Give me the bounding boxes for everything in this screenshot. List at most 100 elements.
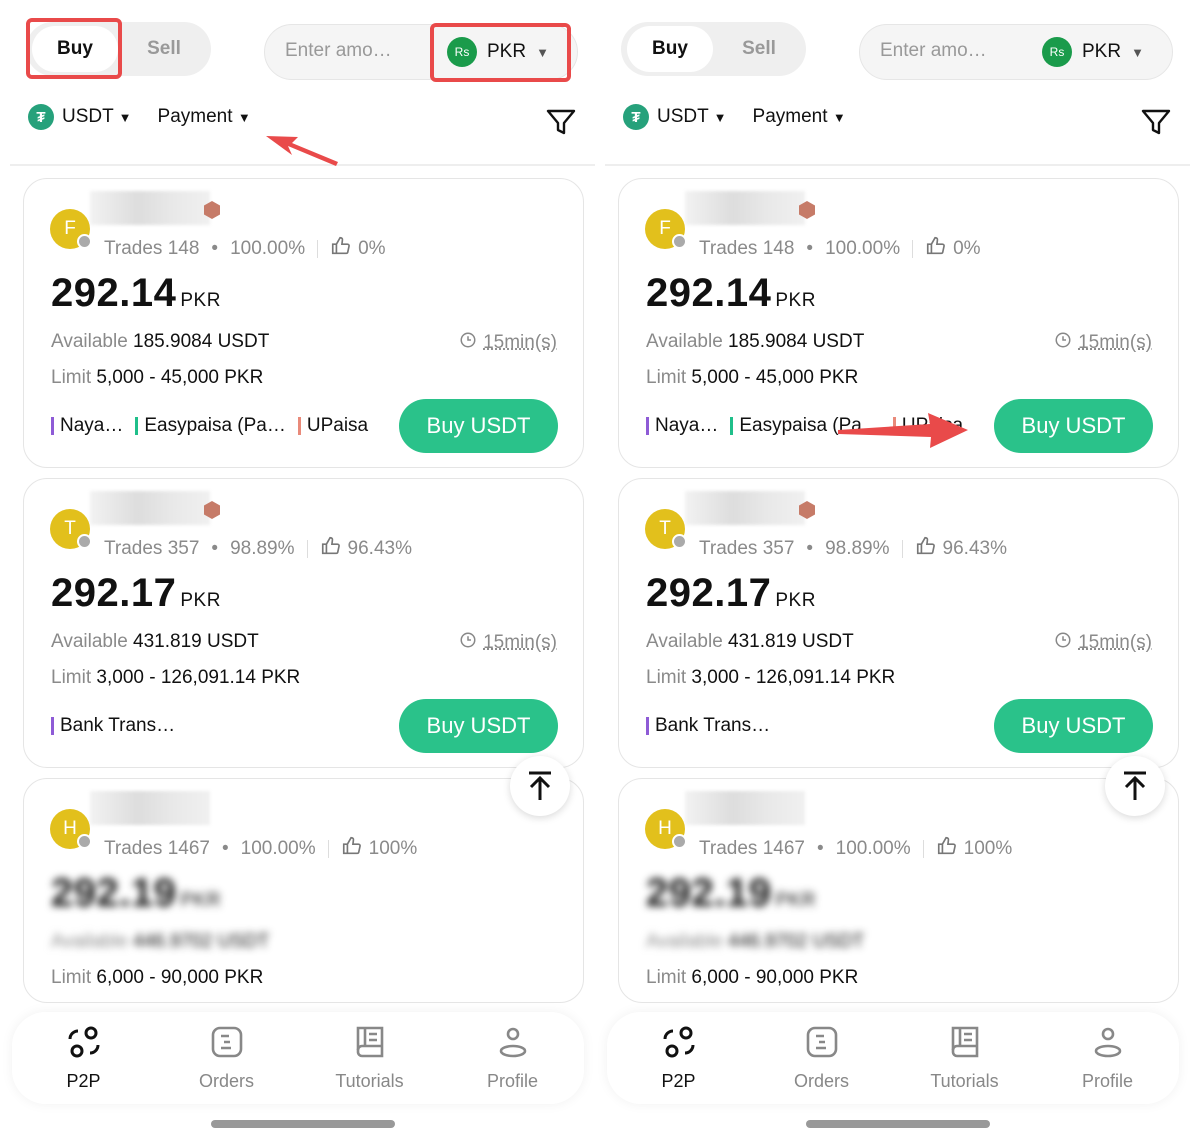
buy-usdt-button[interactable]: Buy USDT (994, 699, 1153, 753)
nav-tutorials[interactable]: Tutorials (915, 1024, 1015, 1092)
limit: Limit 5,000 - 45,000 PKR (646, 367, 859, 388)
ad-card[interactable]: F Trades 148 • 100.00% 0% 292.14 PKR Availab… (23, 178, 584, 468)
price: 292.14 PKR (646, 271, 816, 315)
limit: Limit 3,000 - 126,091.14 PKR (51, 667, 301, 688)
tether-icon: ₮ (28, 104, 54, 130)
avatar: T (50, 509, 92, 549)
caret-down-icon: ▼ (536, 44, 549, 60)
payment-methods: Bank Trans… (51, 715, 376, 737)
merchant-name-redacted (90, 191, 210, 225)
ad-card[interactable]: H Trades 1467 • 100.00% 100% 292.19 PKR Avai… (23, 778, 584, 1003)
sell-tab[interactable]: Sell (742, 38, 776, 59)
available: Available 446.9702 USDT (646, 931, 865, 952)
payment-label: Bank Trans… (60, 715, 176, 736)
merchant-badge-icon (799, 201, 815, 219)
filter-icon[interactable] (1141, 108, 1171, 136)
price: 292.17 PKR (51, 571, 221, 615)
rupee-icon: Rs (447, 37, 477, 67)
payment-time: 15min(s) (459, 631, 557, 655)
payment-label: Bank Trans… (655, 715, 771, 736)
amount-input[interactable] (880, 35, 1030, 69)
merchant-stats: Trades 357 • 98.89% 96.43% (699, 535, 1007, 563)
tutorials-icon (352, 1024, 388, 1065)
payment-color-bar (646, 717, 649, 735)
available: Available 431.819 USDT (646, 631, 854, 652)
buy-usdt-button[interactable]: Buy USDT (399, 399, 558, 453)
divider (605, 164, 1190, 166)
avatar: F (50, 209, 92, 249)
merchant-name-redacted (685, 191, 805, 225)
buy-usdt-button[interactable]: Buy USDT (994, 399, 1153, 453)
payment-time: 15min(s) (1054, 631, 1152, 655)
merchant-name-redacted (685, 491, 805, 525)
ad-card[interactable]: T Trades 357 • 98.89% 96.43% 292.17 PKR Avai… (23, 478, 584, 768)
merchant-stats: Trades 1467 • 100.00% 100% (699, 835, 1012, 863)
payment-label: Naya… (60, 415, 124, 436)
p2p-icon (661, 1024, 697, 1065)
buy-sell-toggle: Buy Sell (621, 22, 806, 76)
amount-input[interactable] (285, 35, 435, 69)
sell-tab[interactable]: Sell (147, 38, 181, 59)
clock-icon (459, 331, 477, 355)
price: 292.14 PKR (51, 271, 221, 315)
buy-tab[interactable]: Buy (32, 26, 118, 72)
crypto-dropdown[interactable]: USDT ▼ (62, 106, 132, 127)
thumbs-up-icon (330, 235, 352, 263)
merchant-stats: Trades 148 • 100.00% 0% (104, 235, 386, 263)
home-indicator[interactable] (806, 1120, 990, 1128)
payment-method: UPaisa (297, 415, 368, 437)
tether-icon: ₮ (623, 104, 649, 130)
orders-icon (209, 1024, 245, 1065)
currency-selector[interactable]: Rs PKR ▼ (1042, 37, 1144, 67)
phone-screen: Buy Sell Enter amo… Rs PKR ▼ ₮ USDT ▼ Paym… (595, 0, 1190, 1146)
limit: Limit 3,000 - 126,091.14 PKR (646, 667, 896, 688)
payment-color-bar (51, 417, 54, 435)
currency-selector[interactable]: Rs PKR ▼ (447, 37, 549, 67)
available: Available 431.819 USDT (51, 631, 259, 652)
clock-icon (459, 631, 477, 655)
scroll-to-top-button[interactable] (1105, 756, 1165, 816)
nav-orders[interactable]: Orders (772, 1024, 872, 1092)
payment-methods: Naya… Easypaisa (Pa… UPaisa (51, 415, 376, 437)
thumbs-up-icon (320, 535, 342, 563)
ad-card[interactable]: F Trades 148 • 100.00% 0% 292.14 PKR Availab… (618, 178, 1179, 468)
payment-label: Easypaisa (Pa… (144, 415, 286, 436)
avatar: T (645, 509, 687, 549)
profile-icon (495, 1024, 531, 1065)
phone-screen: Buy Sell Enter amo… Rs PKR ▼ ₮ USDT ▼ Paym… (0, 0, 595, 1146)
merchant-badge-icon (799, 501, 815, 519)
payment-color-bar (646, 417, 649, 435)
limit: Limit 5,000 - 45,000 PKR (51, 367, 264, 388)
payment-label: Easypaisa (Pa… (739, 415, 881, 436)
payment-dropdown[interactable]: Payment ▼ (752, 106, 846, 127)
home-indicator[interactable] (211, 1120, 395, 1128)
amount-field[interactable]: Enter amo… Rs PKR ▼ (264, 24, 578, 80)
price: 292.19 PKR (51, 871, 221, 915)
ad-card[interactable]: H Trades 1467 • 100.00% 100% 292.19 PKR Avai… (618, 778, 1179, 1003)
payment-color-bar (730, 417, 734, 435)
annotation-box-currency (430, 23, 571, 82)
payment-method: Naya… (646, 415, 718, 437)
nav-p2p[interactable]: P2P (629, 1024, 729, 1092)
merchant-stats: Trades 357 • 98.89% 96.43% (104, 535, 412, 563)
p2p-icon (66, 1024, 102, 1065)
payment-time: 15min(s) (459, 331, 557, 355)
amount-field[interactable]: Enter amo… Rs PKR ▼ (859, 24, 1173, 80)
ad-card[interactable]: T Trades 357 • 98.89% 96.43% 292.17 PKR Avai… (618, 478, 1179, 768)
nav-profile[interactable]: Profile (463, 1024, 563, 1092)
buy-usdt-button[interactable]: Buy USDT (399, 699, 558, 753)
payment-dropdown[interactable]: Payment ▼ (157, 106, 251, 127)
nav-p2p[interactable]: P2P (34, 1024, 134, 1092)
profile-icon (1090, 1024, 1126, 1065)
payment-method: Easypaisa (Pa… (135, 415, 286, 437)
caret-down-icon: ▼ (1131, 44, 1144, 60)
crypto-dropdown[interactable]: USDT ▼ (657, 106, 727, 127)
scroll-to-top-button[interactable] (510, 756, 570, 816)
nav-profile[interactable]: Profile (1058, 1024, 1158, 1092)
payment-methods: Naya… Easypaisa (Pa… UPaisa (646, 415, 971, 437)
nav-orders[interactable]: Orders (177, 1024, 277, 1092)
annotation-box-buy (26, 18, 122, 79)
buy-tab[interactable]: Buy (627, 26, 713, 72)
filter-icon[interactable] (546, 108, 576, 136)
nav-tutorials[interactable]: Tutorials (320, 1024, 420, 1092)
